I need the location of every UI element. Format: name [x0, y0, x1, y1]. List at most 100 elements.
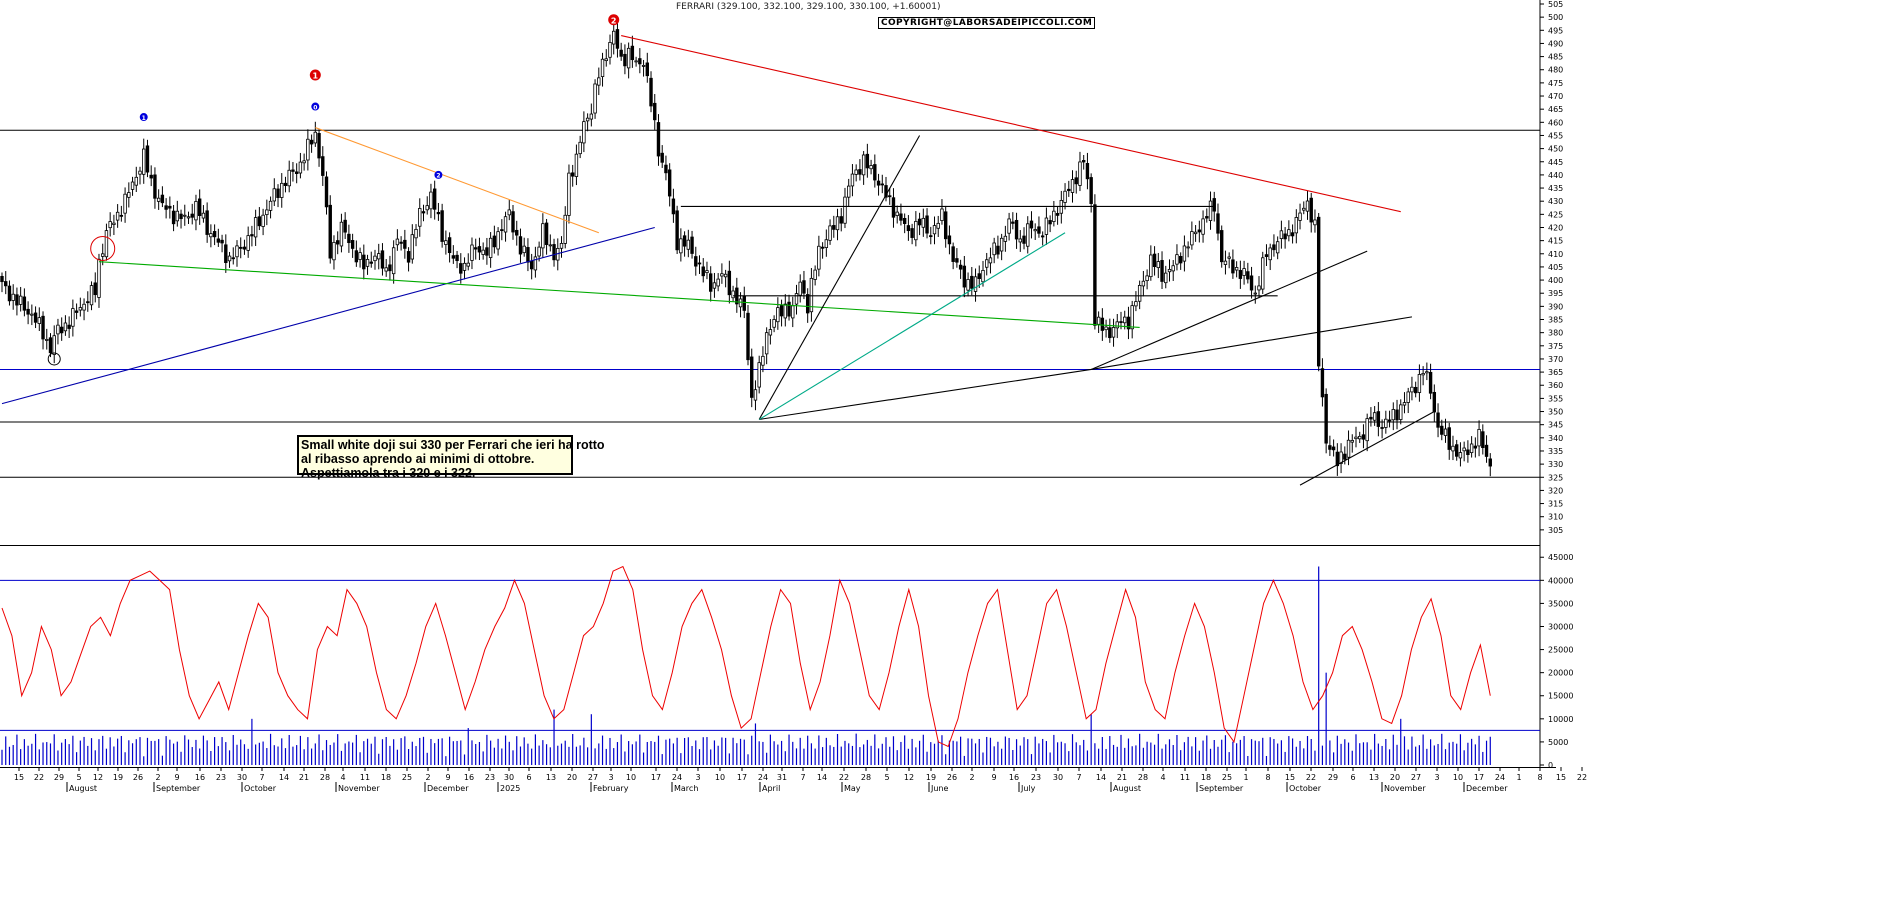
candle-body — [888, 195, 892, 198]
candle-body — [1253, 292, 1257, 295]
candle-body — [962, 265, 967, 288]
x-day-label: 25 — [402, 773, 412, 782]
candle-body — [1425, 371, 1429, 374]
highlight-circle — [47, 352, 61, 366]
x-day-label: 12 — [93, 773, 103, 782]
x-day-label: 14 — [279, 773, 289, 782]
x-day-label: 6 — [1350, 773, 1355, 782]
candle-body — [943, 211, 948, 240]
candle-body — [503, 216, 508, 233]
candle-body — [1417, 374, 1422, 393]
candle-body — [731, 290, 735, 299]
x-month-label: November — [338, 784, 380, 793]
candle-body — [664, 164, 668, 174]
candle-body — [354, 250, 359, 263]
candle-body — [772, 319, 776, 328]
x-day-label: 24 — [672, 773, 682, 782]
x-day-label: 18 — [1201, 773, 1211, 782]
x-month-label: March — [674, 784, 698, 793]
candles-group — [0, 20, 1492, 477]
candle-body — [421, 211, 426, 214]
candle-body — [15, 294, 19, 306]
candle-body — [1354, 436, 1358, 440]
volume-tick-label: 45000 — [1548, 553, 1573, 562]
candle-body — [1391, 409, 1395, 421]
candle-body — [1275, 241, 1280, 254]
candle-body — [26, 308, 30, 315]
candle-body — [1469, 443, 1474, 454]
candle-body — [1387, 419, 1392, 422]
candle-body — [1205, 216, 1209, 219]
candle-body — [1466, 449, 1470, 456]
candle-body — [720, 273, 724, 277]
candle-body — [1488, 458, 1492, 467]
x-day-label: 20 — [1390, 773, 1400, 782]
candle-body — [705, 270, 709, 273]
candle-body — [824, 239, 829, 248]
candle-body — [847, 185, 851, 198]
candle-body — [134, 176, 138, 186]
candle-body — [343, 219, 347, 233]
volume-oscillator-line — [1, 565, 1491, 748]
candle-body — [1040, 235, 1045, 238]
candle-body — [11, 293, 15, 301]
x-day-label: 29 — [54, 773, 64, 782]
candle-body — [764, 332, 769, 355]
price-tick-label: 420 — [1548, 223, 1563, 232]
candle-body — [787, 301, 791, 317]
candle-body — [1096, 316, 1101, 325]
candle-body — [686, 239, 691, 250]
trendline — [759, 368, 1092, 420]
candle-body — [1082, 160, 1086, 163]
candle-body — [18, 295, 23, 305]
candle-body — [850, 173, 855, 187]
candle-body — [59, 326, 64, 334]
price-tick-label: 395 — [1548, 289, 1563, 298]
candle-body — [474, 247, 478, 250]
x-day-label: 9 — [445, 773, 450, 782]
candle-body — [515, 229, 519, 236]
x-day-label: 3 — [695, 773, 700, 782]
candle-body — [973, 276, 978, 292]
price-tick-label: 325 — [1548, 473, 1563, 482]
candle-body — [201, 212, 206, 219]
price-tick-label: 315 — [1548, 500, 1563, 509]
x-day-label: 8 — [1537, 773, 1542, 782]
volume-tick-label: 20000 — [1548, 669, 1573, 678]
candle-body — [1234, 267, 1239, 271]
candle-body — [309, 139, 314, 145]
candle-body — [750, 356, 754, 398]
candle-body — [656, 122, 661, 157]
candle-body — [317, 133, 321, 159]
candle-body — [753, 389, 758, 401]
candle-body — [1152, 253, 1157, 268]
price-tick-label: 445 — [1548, 158, 1563, 167]
candle-body — [548, 244, 553, 247]
candle-body — [1026, 223, 1030, 247]
candle-body — [291, 169, 295, 172]
candle-body — [410, 234, 414, 260]
price-tick-label: 435 — [1548, 184, 1563, 193]
candle-body — [1249, 275, 1254, 291]
candle-body — [1331, 446, 1336, 451]
candle-body — [101, 253, 105, 257]
candle-body — [373, 255, 377, 262]
price-tick-label: 390 — [1548, 302, 1563, 311]
candle-body — [563, 214, 567, 244]
candle-body — [1294, 217, 1299, 234]
candle-body — [1167, 268, 1172, 273]
candle-body — [1447, 427, 1451, 450]
candle-body — [902, 217, 907, 224]
candle-body — [1160, 260, 1164, 282]
candle-body — [1100, 317, 1105, 331]
candle-body — [600, 58, 605, 77]
x-day-label: 17 — [1474, 773, 1484, 782]
candle-body — [522, 245, 526, 254]
candle-body — [869, 165, 873, 170]
price-tick-label: 345 — [1548, 421, 1563, 430]
candle-body — [1216, 213, 1220, 234]
candle-body — [1365, 418, 1369, 442]
candle-body — [1193, 231, 1198, 235]
candle-body — [1298, 212, 1302, 221]
candle-body — [197, 198, 202, 216]
